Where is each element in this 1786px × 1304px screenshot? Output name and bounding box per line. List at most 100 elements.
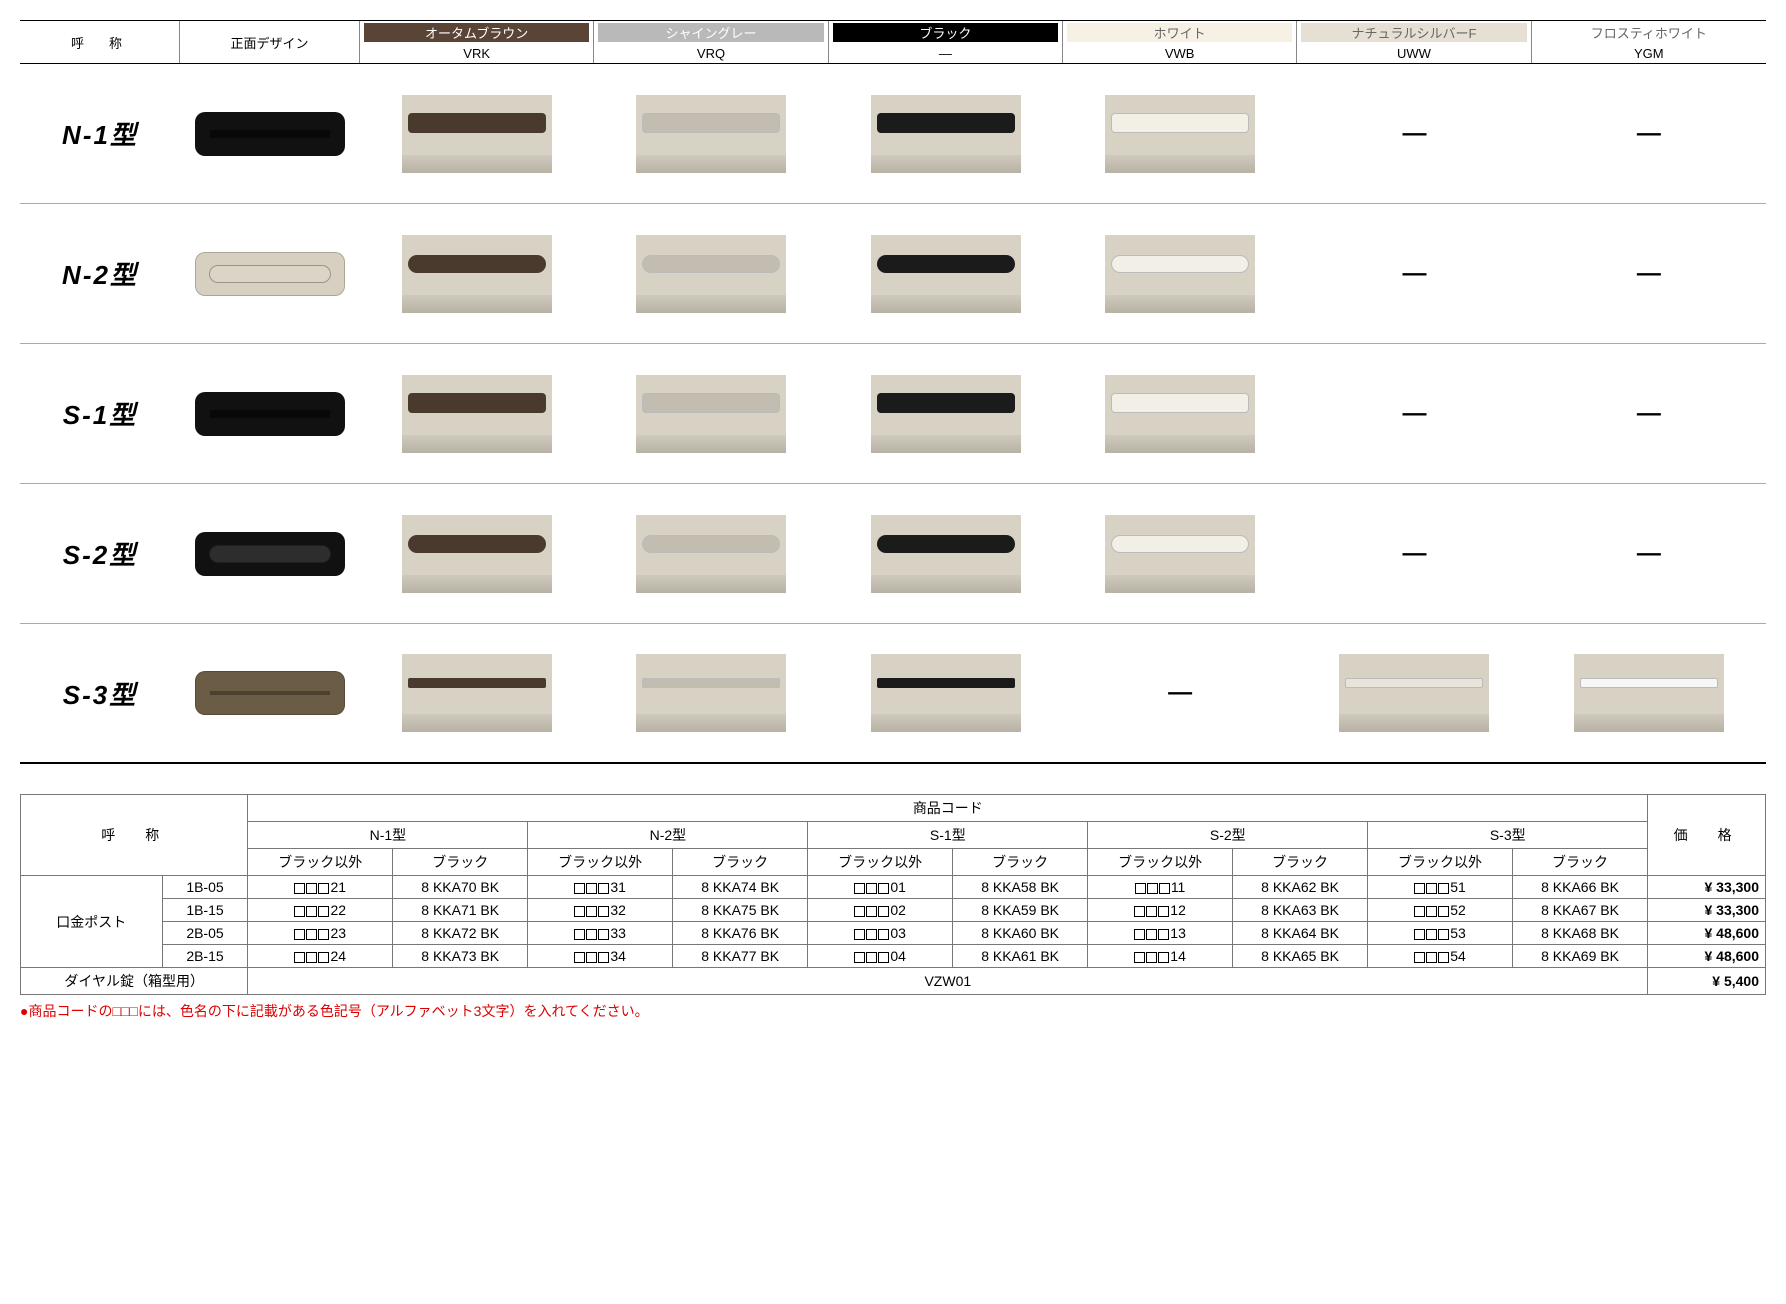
pt-size: 2B-15	[162, 945, 248, 968]
variant-cell	[1532, 624, 1766, 762]
pt-code-nonblack: 03	[808, 922, 953, 945]
color-swatch-3: ホワイト	[1063, 21, 1297, 44]
model-name: N-1型	[20, 64, 180, 203]
variant-cell: —	[1532, 344, 1766, 483]
pt-group-label: 口金ポスト	[21, 876, 163, 968]
mailbox-graphic	[871, 235, 1021, 313]
pt-code-nonblack: 31	[528, 876, 673, 899]
mailbox-graphic	[1105, 235, 1255, 313]
pt-type-header: N-2型	[528, 822, 808, 849]
pt-code-black: 8 KKA71 BK	[393, 899, 528, 922]
pt-type-header: S-3型	[1368, 822, 1648, 849]
variant-cell: —	[1297, 64, 1531, 203]
pt-code-nonblack: 12	[1088, 899, 1233, 922]
color-header-grid: 呼 称 正面デザイン オータムブラウン シャイングレー ブラック ホワイト ナチ…	[20, 20, 1766, 64]
variant-cell	[829, 624, 1063, 762]
model-name: S-1型	[20, 344, 180, 483]
color-code-5: YGM	[1532, 44, 1766, 63]
front-design	[180, 624, 360, 762]
mailbox-graphic	[636, 515, 786, 593]
pt-code-black: 8 KKA72 BK	[393, 922, 528, 945]
product-row: N-1型——	[20, 64, 1766, 204]
pt-row: 1B-15228 KKA71 BK328 KKA75 BK028 KKA59 B…	[21, 899, 1766, 922]
mailbox-graphic	[1105, 515, 1255, 593]
pt-sub-header: ブラック	[1512, 849, 1647, 876]
pt-code-black: 8 KKA58 BK	[952, 876, 1087, 899]
variant-cell: —	[1297, 484, 1531, 623]
variant-cell: —	[1063, 624, 1297, 762]
pt-code-black: 8 KKA62 BK	[1232, 876, 1367, 899]
product-row: S-3型 —	[20, 624, 1766, 764]
product-rows: N-1型——N-2型——S-1型——S-2型——S-3型—	[20, 64, 1766, 764]
variant-cell	[829, 484, 1063, 623]
variant-cell	[360, 204, 594, 343]
pt-code-header: 商品コード	[248, 795, 1648, 822]
variant-cell	[594, 344, 828, 483]
color-swatch-2: ブラック	[829, 21, 1063, 44]
variant-cell: —	[1532, 204, 1766, 343]
pt-code-black: 8 KKA74 BK	[672, 876, 807, 899]
variant-cell	[829, 64, 1063, 203]
pt-code-nonblack: 53	[1368, 922, 1513, 945]
pt-sub-header: ブラック以外	[528, 849, 673, 876]
pt-row: 2B-05238 KKA72 BK338 KKA76 BK038 KKA60 B…	[21, 922, 1766, 945]
pt-price: ¥ 48,600	[1648, 922, 1766, 945]
pt-sub-header: ブラック	[952, 849, 1087, 876]
front-design	[180, 344, 360, 483]
product-row: N-2型——	[20, 204, 1766, 344]
variant-cell	[1063, 204, 1297, 343]
pt-price: ¥ 33,300	[1648, 876, 1766, 899]
pt-code-black: 8 KKA64 BK	[1232, 922, 1367, 945]
pt-code-nonblack: 13	[1088, 922, 1233, 945]
variant-cell	[829, 344, 1063, 483]
mailbox-graphic	[636, 654, 786, 732]
pt-code-black: 8 KKA59 BK	[952, 899, 1087, 922]
variant-cell	[594, 64, 828, 203]
mailbox-graphic	[402, 235, 552, 313]
mailbox-graphic	[1105, 375, 1255, 453]
pt-code-nonblack: 22	[248, 899, 393, 922]
pt-code-black: 8 KKA76 BK	[672, 922, 807, 945]
color-code-3: VWB	[1063, 44, 1297, 63]
model-name: S-3型	[20, 624, 180, 762]
footnote: ●商品コードの□□□には、色名の下に記載がある色記号（アルファベット3文字）を入…	[20, 1001, 1766, 1021]
pt-row: 2B-15248 KKA73 BK348 KKA77 BK048 KKA61 B…	[21, 945, 1766, 968]
variant-cell	[360, 484, 594, 623]
pt-sub-header: ブラック	[393, 849, 528, 876]
pt-sub-header: ブラック以外	[1088, 849, 1233, 876]
product-row: S-1型——	[20, 344, 1766, 484]
pt-sub-header: ブラック以外	[808, 849, 953, 876]
pt-code-nonblack: 51	[1368, 876, 1513, 899]
variant-cell	[1297, 624, 1531, 762]
pt-code-black: 8 KKA70 BK	[393, 876, 528, 899]
front-design	[180, 64, 360, 203]
pt-dial-price: ¥ 5,400	[1648, 968, 1766, 995]
pt-size: 2B-05	[162, 922, 248, 945]
mailbox-graphic	[871, 515, 1021, 593]
variant-cell	[360, 64, 594, 203]
color-code-4: UWW	[1297, 44, 1531, 63]
pt-dial-label: ダイヤル錠（箱型用）	[21, 968, 248, 995]
pt-price: ¥ 48,600	[1648, 945, 1766, 968]
pt-dial-code: VZW01	[248, 968, 1648, 995]
variant-cell	[1063, 64, 1297, 203]
pt-sub-header: ブラック以外	[248, 849, 393, 876]
pt-sub-header: ブラック	[1232, 849, 1367, 876]
color-swatch-4: ナチュラルシルバーF	[1297, 21, 1531, 44]
pt-code-nonblack: 01	[808, 876, 953, 899]
color-swatch-5: フロスティホワイト	[1532, 21, 1766, 44]
variant-cell	[594, 484, 828, 623]
color-code-0: VRK	[360, 44, 594, 63]
pt-type-header: S-2型	[1088, 822, 1368, 849]
pt-code-black: 8 KKA69 BK	[1512, 945, 1647, 968]
mailbox-graphic	[636, 235, 786, 313]
variant-cell	[360, 624, 594, 762]
pt-code-black: 8 KKA75 BK	[672, 899, 807, 922]
pt-code-nonblack: 21	[248, 876, 393, 899]
pt-sub-header: ブラック	[672, 849, 807, 876]
mailbox-graphic	[636, 95, 786, 173]
pt-code-black: 8 KKA67 BK	[1512, 899, 1647, 922]
pt-code-nonblack: 23	[248, 922, 393, 945]
variant-cell	[829, 204, 1063, 343]
mailbox-graphic	[402, 515, 552, 593]
